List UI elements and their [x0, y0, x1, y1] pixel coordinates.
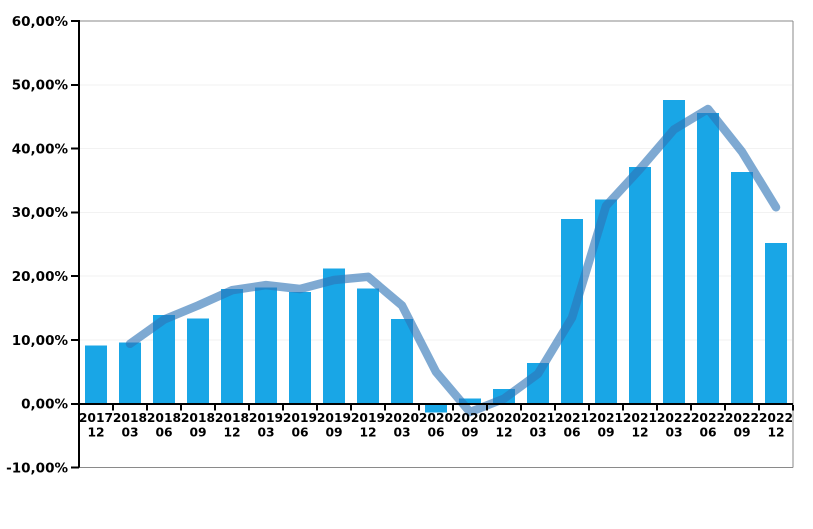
x-axis-label-year: 2019: [317, 411, 351, 425]
bar-2018-06: [153, 315, 175, 404]
x-axis-label-month: 09: [733, 426, 750, 440]
x-axis-label-year: 2020: [385, 411, 419, 425]
x-axis-label-month: 09: [325, 426, 342, 440]
x-axis-label-year: 2017: [79, 411, 113, 425]
bar-2019-09: [323, 268, 345, 404]
x-axis-label-month: 09: [597, 426, 614, 440]
bar-2019-03: [255, 287, 277, 404]
x-axis-label-month: 06: [155, 426, 172, 440]
x-axis-label-year: 2020: [419, 411, 453, 425]
bar-2020-06: [425, 403, 447, 413]
x-axis-label-year: 2018: [215, 411, 249, 425]
y-axis-label: 0,00%: [21, 397, 68, 413]
x-axis-label-month: 06: [291, 426, 308, 440]
bar-2018-12: [221, 288, 243, 404]
bar-2022-12: [765, 243, 787, 404]
bar-2021-09: [595, 199, 617, 404]
x-axis-label-month: 06: [427, 426, 444, 440]
x-axis-label-year: 2022: [691, 411, 725, 425]
x-axis-label-year: 2019: [249, 411, 283, 425]
y-axis-label: 20,00%: [12, 269, 69, 285]
x-axis-label-year: 2020: [453, 411, 487, 425]
bar-2022-06: [697, 112, 719, 404]
x-axis-label-month: 09: [189, 426, 206, 440]
bar-2020-03: [391, 318, 413, 404]
x-axis-label-month: 12: [495, 426, 512, 440]
x-axis-label-month: 03: [665, 426, 682, 440]
x-axis-label-month: 03: [121, 426, 138, 440]
bar-2020-09: [459, 398, 481, 404]
x-axis-label-year: 2019: [283, 411, 317, 425]
x-axis-label-month: 03: [393, 426, 410, 440]
y-axis-label: -10,00%: [6, 460, 68, 476]
x-axis-label-year: 2021: [521, 411, 555, 425]
x-axis-label-year: 2022: [657, 411, 691, 425]
y-axis-label: 10,00%: [12, 333, 69, 349]
y-axis-label: 50,00%: [12, 78, 69, 94]
x-axis-label-year: 2018: [113, 411, 147, 425]
x-axis-label-month: 12: [631, 426, 648, 440]
x-axis-label-month: 03: [529, 426, 546, 440]
x-axis-label-month: 12: [87, 426, 104, 440]
x-axis-label-month: 09: [461, 426, 478, 440]
bar-2022-09: [731, 172, 753, 404]
x-axis-label-year: 2020: [487, 411, 521, 425]
y-axis-label: 60,00%: [12, 14, 69, 30]
bar-2019-06: [289, 292, 311, 404]
x-axis-label-year: 2021: [623, 411, 657, 425]
bar-2021-12: [629, 167, 651, 404]
x-axis-label-year: 2019: [351, 411, 385, 425]
bar-2018-03: [119, 342, 141, 404]
x-axis-label-month: 03: [257, 426, 274, 440]
x-axis-label-month: 12: [359, 426, 376, 440]
x-axis-label-year: 2022: [725, 411, 759, 425]
x-axis-label-year: 2021: [555, 411, 589, 425]
x-axis-label-month: 12: [767, 426, 784, 440]
x-axis-label-month: 06: [563, 426, 580, 440]
x-axis-label-month: 06: [699, 426, 716, 440]
bar-2017-12: [85, 345, 107, 404]
y-axis-label: 40,00%: [12, 141, 69, 157]
bar-2019-12: [357, 288, 379, 404]
bar-2022-03: [663, 100, 685, 404]
x-axis-label-year: 2021: [589, 411, 623, 425]
x-axis-label-year: 2022: [759, 411, 793, 425]
trend-line: [125, 104, 781, 417]
bar-2018-09: [187, 318, 209, 404]
y-axis-label: 30,00%: [12, 205, 69, 221]
x-axis-label-year: 2018: [147, 411, 181, 425]
x-axis-label-year: 2018: [181, 411, 215, 425]
x-axis-label-month: 12: [223, 426, 240, 440]
